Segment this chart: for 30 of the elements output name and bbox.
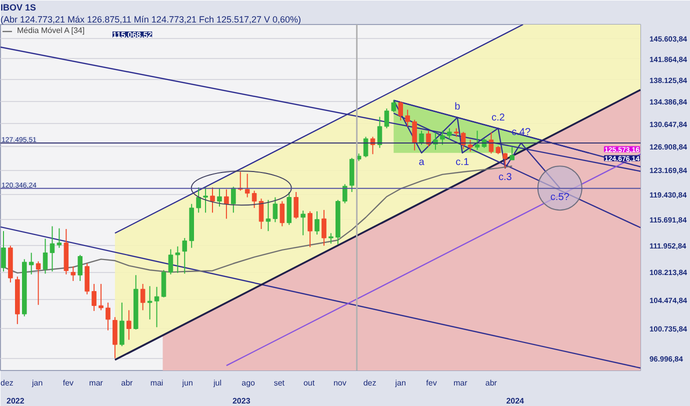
x-tick-label: jul: [212, 378, 222, 388]
x-tick-label: jun: [181, 378, 193, 388]
x-tick-label: ago: [242, 378, 256, 388]
annotation: c.3: [498, 172, 512, 184]
x-tick-label: set: [274, 378, 286, 388]
x-tick-label: mar: [89, 378, 104, 388]
x-tick-label: mar: [453, 378, 468, 388]
chart-subtitle: (Abr 124.773,21 Máx 126.875,11 Mín 124.773,21 Fch 125.517,27 V 0,60%): [0, 14, 302, 24]
annotation: b: [454, 101, 461, 112]
x2-tick-label: 2023: [232, 396, 251, 406]
x2-tick-label: 2022: [6, 396, 25, 406]
x-tick-label: mai: [150, 378, 164, 388]
annotation: 115.068,52: [112, 30, 153, 40]
x-tick-label: jan: [394, 378, 406, 388]
x-tick-label: dez: [0, 378, 14, 388]
chart-title: IBOV 1S: [0, 2, 36, 12]
legend-label: Média Móvel A [34]: [17, 26, 85, 35]
annotation: a: [418, 156, 425, 168]
x-tick-label: nov: [333, 378, 346, 388]
x2-tick-label: 2024: [506, 396, 525, 406]
x-tick-label: jan: [30, 378, 43, 388]
x-tick-label: dez: [363, 378, 376, 388]
x-tick-label: fev: [62, 378, 74, 388]
annotation: c.2: [491, 112, 506, 124]
annotation: c.1: [456, 156, 470, 168]
x-tick-label: abr: [485, 378, 498, 388]
x-tick-label: out: [303, 378, 316, 388]
annotation: c.5?: [550, 192, 570, 204]
x-tick-label: abr: [121, 378, 134, 388]
x-tick-label: fev: [426, 378, 437, 388]
